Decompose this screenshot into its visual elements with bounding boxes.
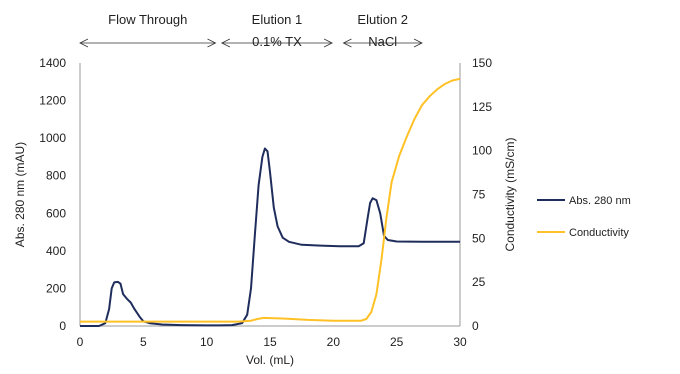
y2-tick-label: 0: [472, 319, 479, 333]
y-tick-label: 1000: [39, 131, 66, 145]
y2-tick-label: 125: [472, 100, 492, 114]
y2-tick-label: 150: [472, 56, 492, 70]
legend-label: Conductivity: [569, 227, 629, 239]
y-axis-title: Abs. 280 nm (mAU): [13, 142, 27, 247]
phase-sublabel: 0.1% TX: [252, 34, 302, 49]
y-tick-label: 400: [46, 244, 66, 258]
phase-arrowhead: [79, 38, 89, 48]
x-tick-label: 25: [390, 335, 404, 349]
x-tick-label: 15: [263, 335, 277, 349]
series-line-absorbance: [80, 147, 460, 327]
phase-sublabel: NaCl: [368, 34, 397, 49]
phase-label: Flow Through: [108, 12, 187, 27]
x-tick-label: 5: [140, 335, 147, 349]
tick-labels: 0 5 10 15 20 25 30 0 200 400 600 800 1000 1200 1400 0 25…: [39, 56, 492, 349]
x-axis-title: Vol. (mL): [246, 353, 294, 367]
legend-label: Abs. 280 nm: [569, 195, 631, 207]
phase-arrowhead: [207, 38, 217, 48]
phase-arrowhead: [323, 38, 333, 48]
y-tick-label: 800: [46, 169, 66, 183]
x-tick-label: 0: [77, 335, 84, 349]
series-line-conductivity: [80, 77, 461, 323]
y-tick-label: 0: [59, 319, 66, 333]
phase-label: Elution 2: [357, 12, 408, 27]
x-tick-label: 20: [327, 335, 341, 349]
y-tick-label: 200: [46, 281, 66, 295]
phase-arrowhead: [413, 38, 423, 48]
y-tick-label: 1400: [39, 56, 66, 70]
phase-arrowhead: [342, 38, 352, 48]
legend: Abs. 280 nm Conductivity: [537, 195, 631, 239]
y2-tick-label: 75: [472, 188, 486, 202]
y2-tick-label: 100: [472, 144, 492, 158]
axes: [79, 63, 461, 327]
phase-arrowhead: [220, 38, 231, 48]
y2-axis-title: Conductivity (mS/cm): [503, 137, 517, 251]
y-tick-label: 1200: [39, 94, 66, 108]
y-tick-label: 600: [46, 206, 66, 220]
phase-label: Elution 1: [252, 12, 303, 27]
y2-tick-label: 25: [472, 275, 486, 289]
x-tick-label: 30: [453, 335, 467, 349]
series: [80, 77, 461, 327]
y2-tick-label: 50: [472, 231, 486, 245]
x-tick-label: 10: [200, 335, 214, 349]
phase-annotations: Flow Through Elution 1 0.1% TX Elution 2 NaC…: [79, 12, 423, 49]
